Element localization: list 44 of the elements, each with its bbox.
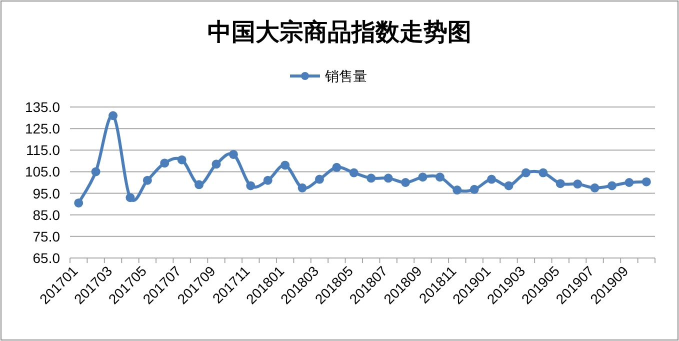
point [246, 181, 256, 190]
chart-title: 中国大宗商品指数走势图 [208, 17, 472, 46]
y-tick-label: 115.0 [26, 142, 60, 158]
y-tick-label: 85.0 [32, 206, 60, 223]
point [314, 174, 324, 184]
y-tick-label: 135.0 [24, 99, 60, 115]
point [332, 162, 342, 172]
point [624, 178, 634, 187]
point [74, 198, 84, 208]
point [384, 174, 393, 183]
point [401, 178, 410, 187]
point [108, 111, 118, 120]
point [418, 172, 428, 182]
point [194, 180, 204, 190]
point [228, 150, 238, 159]
point [160, 158, 170, 168]
point [521, 168, 530, 178]
point [642, 177, 651, 186]
point [142, 176, 152, 185]
point [487, 174, 496, 184]
y-tick-label: 105.0 [24, 164, 60, 180]
point [607, 181, 616, 190]
legend-label: 销售量 [324, 68, 367, 84]
point [177, 155, 186, 164]
point [573, 180, 582, 189]
point [470, 184, 479, 194]
point [349, 168, 358, 178]
point [590, 183, 600, 192]
point [452, 186, 462, 195]
point [366, 174, 376, 183]
point [91, 167, 100, 176]
point [504, 181, 514, 190]
point [280, 160, 290, 170]
y-tick-label: 65.0 [32, 250, 60, 266]
y-tick-label: 95.0 [32, 185, 60, 202]
point [435, 172, 444, 182]
point [212, 160, 221, 169]
point [298, 183, 307, 192]
y-tick-label: 125.0 [24, 120, 60, 137]
y-tick-label: 75.0 [32, 228, 60, 244]
point [263, 176, 272, 185]
point [538, 168, 548, 178]
point [126, 193, 135, 202]
point [556, 179, 565, 188]
